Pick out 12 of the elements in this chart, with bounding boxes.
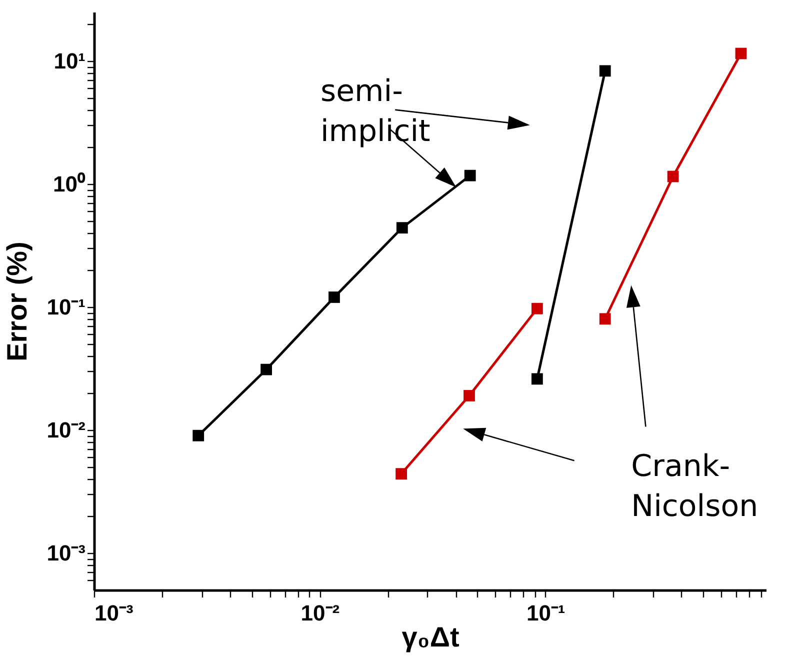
annotation: semi- implicit [320,72,430,151]
annotation: Crank- Nicolson [631,448,758,526]
x-tick-label: 10⁻² [300,600,340,626]
y-tick-label: 10⁰ [53,171,86,196]
x-tick-label: 10⁻³ [94,600,134,626]
y-tick-label: 10¹ [54,48,86,74]
x-axis-title: γ₀Δt [402,622,460,652]
y-axis-title: Error (%) [2,242,33,362]
y-tick-label: 10⁻² [46,417,86,442]
y-tick-label: 10⁻³ [46,540,86,566]
x-tick-label: 10⁻¹ [526,600,566,626]
y-tick-label: 10⁻¹ [46,294,86,320]
